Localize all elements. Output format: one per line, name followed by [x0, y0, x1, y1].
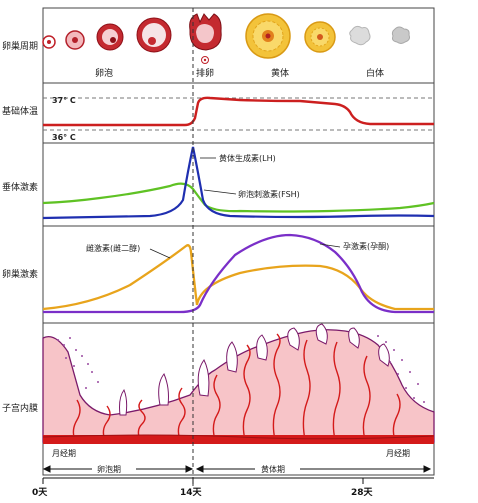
progesterone-line — [42, 233, 434, 314]
label-corpus-albicans: 白体 — [366, 67, 384, 79]
temp-low-label: 36° C — [52, 133, 76, 142]
follicle-stage-4 — [136, 17, 172, 53]
panel-basal-temp — [42, 82, 435, 144]
follicle-stage-2 — [65, 30, 85, 50]
label-follicle: 卵泡 — [95, 67, 113, 79]
follicular-phase-label: 卵泡期 — [97, 464, 121, 474]
lh-label: 黄体生成素(LH) — [219, 153, 276, 163]
row-label-ovary-cycle: 卵巢周期 — [2, 40, 38, 52]
label-corpus-luteum: 黄体 — [271, 67, 289, 79]
follicle-stage-1 — [42, 35, 56, 49]
progesterone-leader — [319, 243, 341, 248]
lh-line — [42, 146, 435, 220]
ovum-released — [201, 56, 209, 64]
corpus-albicans-1 — [349, 25, 371, 46]
day-28-label: 28天 — [351, 487, 374, 498]
luteal-phase-arrow — [195, 465, 432, 473]
menses-left-label: 月经期 — [52, 448, 76, 458]
basal-temp-line — [43, 96, 434, 127]
endometrium-illustration — [42, 323, 435, 444]
temp-high-label: 37° C — [52, 96, 76, 105]
fsh-label: 卵泡刺激素(FSH) — [238, 189, 300, 199]
follicular-phase-arrow — [42, 465, 194, 473]
corpus-albicans-2 — [391, 26, 410, 44]
estrogen-leader — [149, 248, 171, 259]
luteal-phase-label: 黄体期 — [261, 464, 285, 474]
row-label-endometrium: 子宫内膜 — [2, 402, 38, 414]
follicle-stage-3 — [96, 23, 124, 51]
corpus-luteum-large — [245, 13, 291, 59]
corpus-luteum-small — [304, 21, 336, 53]
row-label-pituitary: 垂体激素 — [2, 181, 38, 193]
progesterone-label: 孕激素(孕酮) — [343, 241, 389, 251]
row-label-ovarian-hormone: 卵巢激素 — [2, 268, 38, 280]
fsh-leader — [203, 189, 237, 195]
day-14-label: 14天 — [180, 487, 203, 498]
row-label-basal-temp: 基础体温 — [2, 105, 38, 117]
menses-right-label: 月经期 — [386, 448, 410, 458]
label-ovulation: 排卵 — [196, 67, 214, 79]
day-0-label: 0天 — [32, 487, 48, 498]
ruptured-follicle — [189, 13, 222, 51]
estrogen-label: 雌激素(雌二醇) — [86, 243, 140, 253]
estrogen-line — [42, 244, 434, 311]
